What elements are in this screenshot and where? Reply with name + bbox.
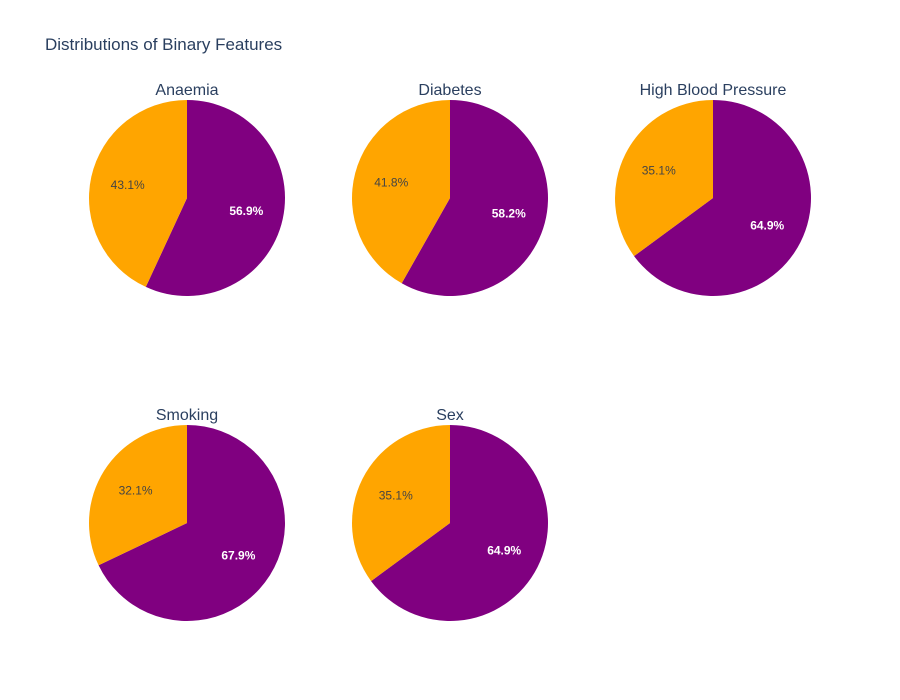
pie-slice-label: 32.1% <box>119 484 153 498</box>
pie-slice-label: 41.8% <box>374 176 408 190</box>
pie-slice-anaemia-majority <box>145 100 286 297</box>
pie-title-sex: Sex <box>436 407 464 424</box>
pie-slice-anaemia-minority <box>89 100 187 287</box>
pie-slice-high-blood-pressure-minority <box>615 100 713 257</box>
pie-slice-label: 58.2% <box>492 206 526 220</box>
pie-slice-label: 67.9% <box>221 548 255 562</box>
pie-anaemia: Anaemia 56.9% 43.1% <box>89 82 286 297</box>
pie-smoking: Smoking 67.9% 32.1% <box>89 407 285 622</box>
pie-slice-label: 64.9% <box>487 543 521 557</box>
pie-diabetes: Diabetes 58.2% 41.8% <box>352 82 548 296</box>
figure-title: Distributions of Binary Features <box>45 35 282 54</box>
pie-high-blood-pressure: High Blood Pressure 64.9% 35.1% <box>615 82 812 296</box>
pie-title-anaemia: Anaemia <box>155 82 218 99</box>
pie-title-smoking: Smoking <box>156 407 218 424</box>
pie-slice-label: 35.1% <box>642 164 676 178</box>
pie-grid: Anaemia 56.9% 43.1% Diabetes 58.2% 41.8% High … <box>89 82 812 622</box>
pie-slice-high-blood-pressure-majority <box>634 100 812 296</box>
pie-slice-diabetes-minority <box>352 100 450 284</box>
pie-title-diabetes: Diabetes <box>418 82 481 99</box>
pie-slice-sex-minority <box>352 425 450 582</box>
pie-slice-label: 43.1% <box>111 178 145 192</box>
pie-slice-smoking-minority <box>89 425 187 566</box>
pie-title-high-blood-pressure: High Blood Pressure <box>640 82 787 99</box>
pie-slice-label: 64.9% <box>750 218 784 232</box>
pie-slice-label: 56.9% <box>229 204 263 218</box>
pie-slice-sex-majority <box>371 425 548 622</box>
pie-slice-diabetes-majority <box>401 100 548 296</box>
pie-sex: Sex 64.9% 35.1% <box>352 407 548 622</box>
pie-slice-label: 35.1% <box>379 489 413 503</box>
pie-slice-smoking-majority <box>98 425 285 622</box>
